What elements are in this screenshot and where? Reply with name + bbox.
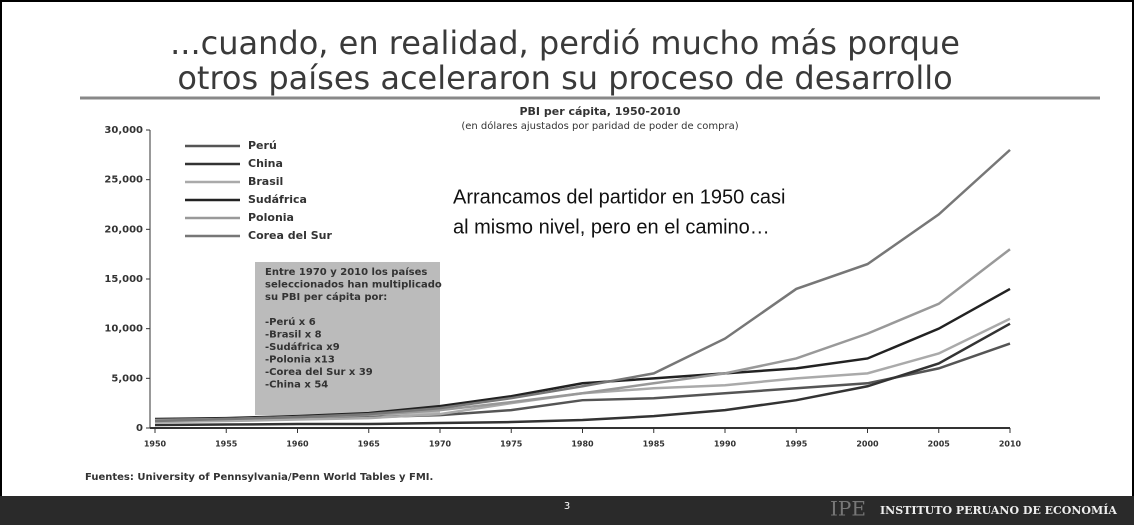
legend-label: Sudáfrica [248, 193, 307, 206]
note-box-text: -China x 54 [265, 380, 328, 391]
chart-subtitle: (en dólares ajustados por paridad de pod… [461, 120, 738, 132]
note-box-text: -Corea del Sur x 39 [265, 367, 373, 378]
note-box-text: su PBI per cápita por: [265, 291, 387, 303]
footer-bar [0, 496, 1134, 525]
x-tick-label: 1950 [144, 440, 167, 449]
source: Fuentes: University of Pennsylvania/Penn… [85, 472, 433, 483]
x-tick-label: 1955 [215, 440, 238, 449]
y-tick-label: 0 [136, 423, 143, 434]
chart-title: PBI per cápita, 1950-2010 [519, 105, 680, 118]
legend-label: Brasil [248, 175, 283, 188]
note-box-text: -Sudáfrica x9 [265, 341, 340, 353]
legend-label: Perú [248, 139, 277, 152]
x-tick-label: 1970 [429, 440, 452, 449]
x-tick-label: 1965 [358, 440, 381, 449]
page-number: 3 [564, 501, 570, 512]
y-tick-label: 15,000 [104, 274, 143, 285]
note-box-text: -Brasil x 8 [265, 330, 322, 341]
annotation: al mismo nivel, pero en el camino… [453, 216, 770, 238]
slide-title: ...cuando, en realidad, perdió mucho más… [170, 24, 960, 62]
note-box-text: -Polonia x13 [265, 355, 335, 366]
y-tick-label: 20,000 [104, 224, 143, 235]
x-tick-label: 2010 [999, 440, 1022, 449]
note-box [255, 262, 440, 415]
x-tick-label: 2005 [928, 440, 951, 449]
note-box-text: -Perú x 6 [265, 316, 316, 328]
logo-text: INSTITUTO PERUANO DE ECONOMÍA [880, 503, 1117, 517]
series-line [154, 322, 1011, 427]
series-line [154, 148, 1011, 423]
note-box-text: seleccionados han multiplicado [265, 280, 442, 291]
x-tick-label: 2000 [856, 440, 879, 449]
x-tick-label: 1975 [500, 440, 523, 449]
y-tick-label: 30,000 [104, 125, 143, 136]
legend-label: Polonia [248, 211, 294, 224]
annotation: Arrancamos del partidor en 1950 casi [453, 186, 785, 208]
y-tick-label: 5,000 [111, 373, 143, 384]
x-tick-label: 1980 [571, 440, 594, 449]
note-box-text: Entre 1970 y 2010 los países [265, 266, 427, 278]
y-tick-label: 10,000 [104, 324, 143, 335]
x-tick-label: 1960 [286, 440, 309, 449]
legend-label: China [248, 157, 283, 170]
y-tick-label: 25,000 [104, 175, 143, 186]
x-tick-label: 1985 [643, 440, 666, 449]
logo: IPE [830, 497, 866, 521]
x-tick-label: 1995 [785, 440, 808, 449]
slide-title: otros países aceleraron su proceso de de… [177, 59, 952, 97]
legend-label: Corea del Sur [248, 229, 332, 242]
x-tick-label: 1990 [714, 440, 737, 449]
